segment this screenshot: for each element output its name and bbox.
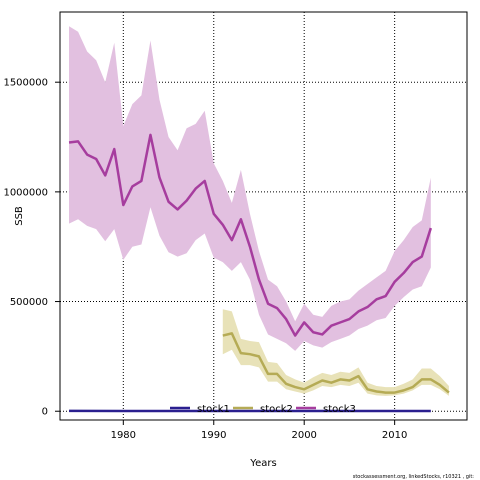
y-tick-label: 1500000: [3, 78, 48, 89]
stock3-confidence-band: [69, 26, 431, 351]
legend-label-stock1: stock1: [197, 404, 230, 415]
stock3-line: [68, 133, 433, 337]
legend-label-stock3: stock3: [323, 404, 356, 415]
y-tick-label: 1000000: [3, 187, 48, 198]
x-tick-label: 1990: [201, 430, 226, 441]
y-axis-title: SSB: [14, 206, 25, 226]
x-tick-label: 2000: [291, 430, 316, 441]
y-axis: 0 500000 1000000 1500000: [3, 78, 60, 418]
legend-label-stock2: stock2: [260, 404, 293, 415]
y-tick-label: 500000: [10, 297, 48, 308]
x-axis: 1980 1990 2000 2010: [111, 420, 407, 441]
x-axis-title: Years: [249, 458, 276, 469]
x-tick-label: 1980: [111, 430, 136, 441]
stock2-confidence-band: [222, 309, 449, 396]
credit-text: stockassessment.org, linkedStocks, r1032…: [353, 474, 475, 480]
x-tick-label: 2010: [382, 430, 407, 441]
confidence-bands: [69, 26, 449, 412]
series-lines: [68, 133, 450, 413]
stock2-line: [222, 332, 450, 394]
legend: stock1 stock2 stock3: [170, 404, 356, 415]
y-tick-label: 0: [42, 407, 48, 418]
plot-frame: [59, 11, 468, 421]
